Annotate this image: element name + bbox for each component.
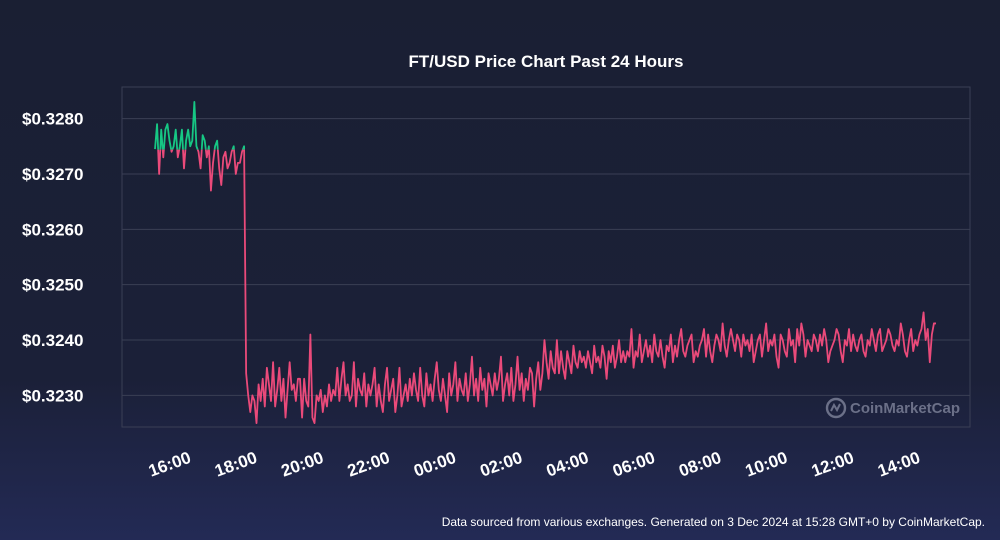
y-tick-label: $0.3250 [22, 276, 83, 295]
x-tick-label: 00:00 [411, 448, 458, 481]
x-tick-label: 06:00 [610, 448, 657, 481]
y-axis-ticks: $0.3230 $0.3240 $0.3250 $0.3260 $0.3270 $0.32… [22, 110, 83, 406]
x-tick-label: 12:00 [809, 448, 856, 481]
x-tick-label: 18:00 [212, 448, 259, 481]
x-tick-label: 10:00 [743, 448, 790, 481]
watermark: CoinMarketCap [825, 397, 960, 419]
y-tick-label: $0.3280 [22, 110, 83, 129]
chart-title: FT/USD Price Chart Past 24 Hours [409, 52, 684, 71]
x-tick-label: 08:00 [676, 448, 723, 481]
y-tick-label: $0.3230 [22, 386, 83, 405]
y-tick-label: $0.3240 [22, 331, 83, 350]
watermark-text: CoinMarketCap [850, 400, 960, 417]
x-tick-label: 20:00 [279, 448, 326, 481]
x-tick-label: 14:00 [875, 448, 922, 481]
y-tick-label: $0.3270 [22, 165, 83, 184]
plot-frame [121, 86, 971, 428]
x-axis-ticks: 16:00 18:00 20:00 22:00 00:00 02:00 04:00 06:00… [146, 448, 923, 481]
coinmarketcap-logo-icon [825, 397, 847, 419]
y-tick-label: $0.3260 [22, 220, 83, 239]
series-layer [154, 101, 936, 425]
grid-lines [121, 86, 971, 428]
x-tick-label: 22:00 [345, 448, 392, 481]
price-line-below-open [157, 149, 936, 425]
footer-text: Data sourced from various exchanges. Gen… [442, 515, 985, 529]
x-tick-label: 16:00 [146, 448, 193, 481]
x-tick-label: 04:00 [544, 448, 591, 481]
x-tick-label: 02:00 [478, 448, 525, 481]
